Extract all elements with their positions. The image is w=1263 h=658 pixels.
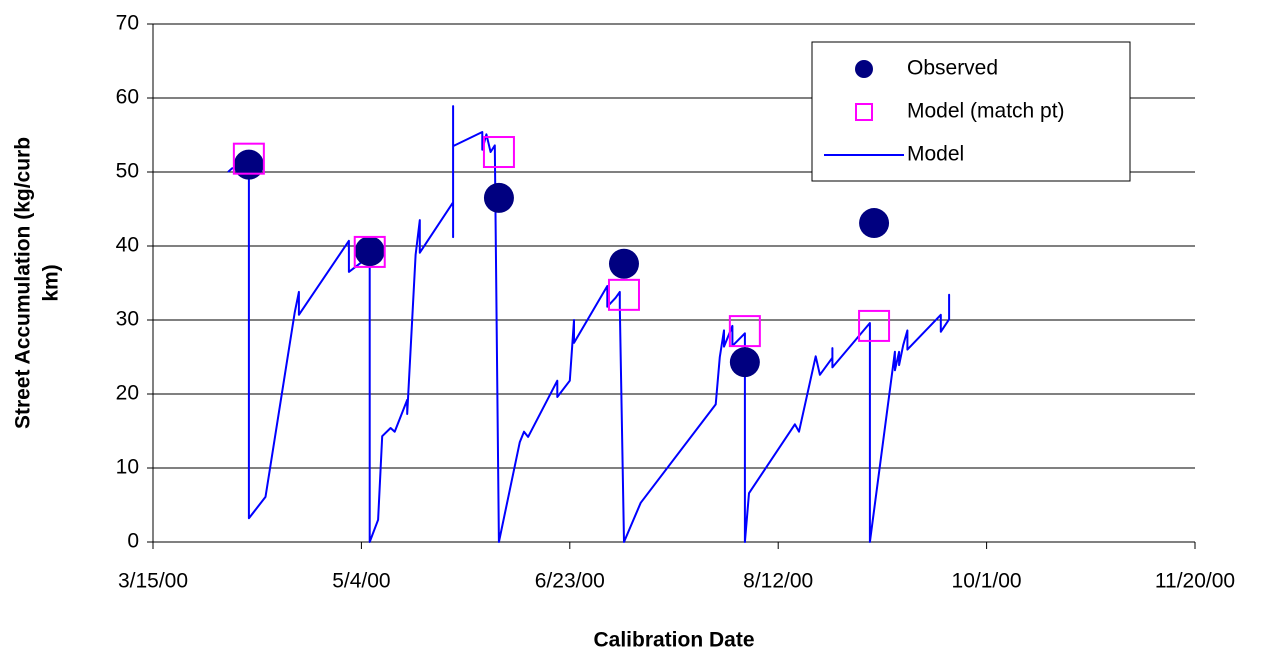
x-tick-label: 10/1/00 <box>952 570 1022 593</box>
legend-marker <box>855 60 873 78</box>
observed-point <box>859 208 890 239</box>
y-tick-label: 10 <box>116 456 139 479</box>
x-tick-label: 3/15/00 <box>118 570 188 593</box>
model-line <box>227 105 951 543</box>
legend-marker <box>855 103 873 121</box>
x-tick-label: 6/23/00 <box>535 570 605 593</box>
y-tick-label: 60 <box>116 86 139 109</box>
x-tick-label: 8/12/00 <box>743 570 813 593</box>
y-tick-label: 30 <box>116 308 139 331</box>
model-match-point <box>353 235 386 268</box>
model-match-point <box>232 142 265 175</box>
y-axis-title: km) <box>40 264 63 301</box>
x-tick-label: 5/4/00 <box>332 570 390 593</box>
observed-point <box>233 149 264 180</box>
y-tick-label: 20 <box>116 382 139 405</box>
legend-label: Observed <box>907 57 998 80</box>
y-axis-title: Street Accumulation (kg/curb <box>12 137 35 429</box>
y-tick-label: 50 <box>116 160 139 183</box>
observed-point <box>483 182 514 213</box>
x-axis-title: Calibration Date <box>593 629 754 652</box>
model-match-point <box>482 136 515 169</box>
y-tick-label: 70 <box>116 12 139 35</box>
legend-label: Model <box>907 143 964 166</box>
x-tick-label: 11/20/00 <box>1155 570 1235 593</box>
model-match-point <box>858 309 891 342</box>
observed-point <box>354 236 385 267</box>
legend-label: Model (match pt) <box>907 100 1065 123</box>
y-tick-label: 0 <box>127 530 139 553</box>
y-tick-label: 40 <box>116 234 139 257</box>
model-match-point <box>607 278 640 311</box>
observed-point <box>729 347 760 378</box>
model-match-point <box>728 315 761 348</box>
observed-point <box>608 248 639 279</box>
